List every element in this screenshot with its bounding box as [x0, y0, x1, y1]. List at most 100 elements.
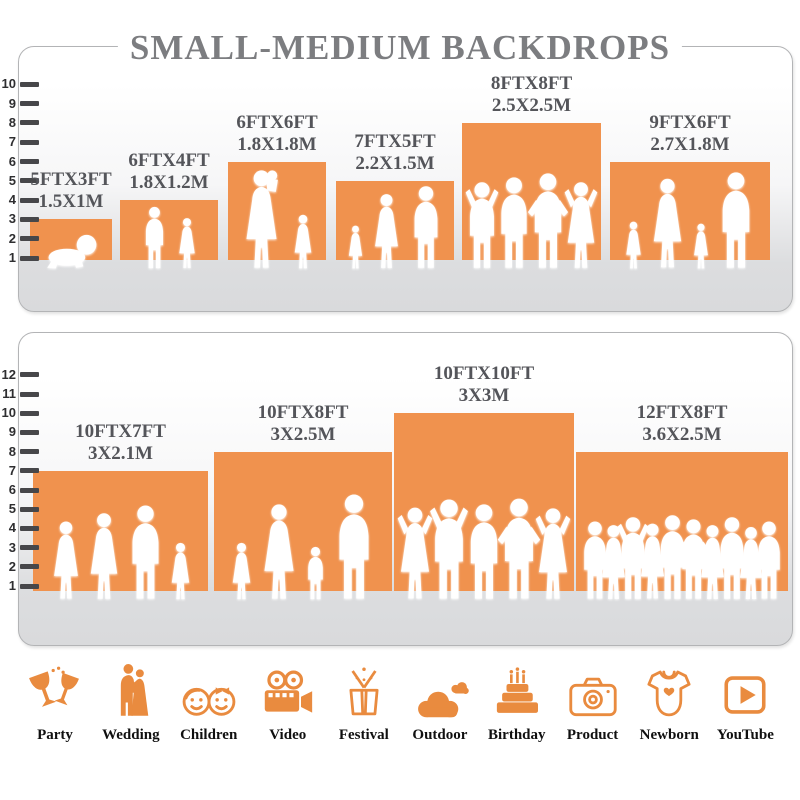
person-silhouette	[145, 206, 163, 269]
size-ft-text: 10FTX10FT	[433, 363, 535, 385]
category-label: Outdoor	[412, 727, 468, 743]
person-silhouette	[527, 173, 569, 268]
backdrop-size-label: 10FTX10FT 3X3M	[434, 363, 534, 407]
category-label: Children	[180, 727, 238, 743]
size-m-text: 3X2.1M	[88, 442, 153, 464]
people-group	[214, 493, 392, 600]
person-silhouette	[694, 223, 708, 269]
size-ft-text: 10FTX8FT	[257, 401, 349, 423]
people-group	[30, 231, 112, 269]
ruler-tick-number: 9	[8, 424, 16, 440]
ruler-tick-number: 7	[8, 462, 16, 478]
ruler-tick-mark	[20, 564, 39, 570]
person-silhouette	[564, 182, 598, 268]
person-silhouette	[626, 221, 641, 269]
children-icon	[178, 664, 240, 720]
person-silhouette	[178, 218, 195, 268]
size-ft-text: 9FTX6FT	[649, 111, 731, 133]
ruler-tick-mark	[20, 255, 39, 261]
ruler-tick-mark	[20, 429, 39, 435]
people-group	[610, 171, 770, 269]
category-item: Birthday	[488, 664, 546, 744]
youtube-icon	[718, 664, 772, 720]
backdrop-bar	[33, 470, 208, 600]
ruler-tick-number: 7	[8, 134, 16, 150]
backdrop-size-label: 5FTX3FT 1.5X1M	[30, 169, 111, 213]
category-item: Children	[178, 664, 240, 744]
person-silhouette	[676, 519, 711, 599]
person-silhouette	[720, 517, 744, 599]
person-silhouette	[46, 234, 96, 269]
size-m-text: 2.7X1.8M	[650, 133, 730, 155]
category-label: Product	[566, 727, 619, 743]
ruler-tick-number: 1	[8, 578, 16, 593]
people-group	[576, 514, 788, 600]
category-row: Party Wedding Children Video Festival Outdoor…	[26, 664, 774, 744]
person-silhouette	[375, 194, 398, 268]
size-m-text: 1.8X1.2M	[129, 172, 209, 194]
person-silhouette	[90, 513, 117, 599]
backdrop-size-label: 6FTX6FT 1.8X1.8M	[236, 112, 317, 156]
birthday-icon	[489, 664, 545, 720]
person-silhouette	[470, 504, 498, 599]
category-item: Festival	[336, 664, 392, 744]
ruler-tick-number: 2	[8, 558, 16, 574]
person-silhouette	[348, 225, 363, 269]
ruler-tick-mark	[20, 236, 39, 242]
people-group	[120, 206, 218, 269]
backdrop-size-label: 7FTX5FT 2.2X1.5M	[354, 131, 435, 175]
size-m-text: 2.2X1.5M	[355, 152, 435, 174]
backdrop-bar	[120, 200, 218, 269]
size-m-text: 3X2.5M	[270, 423, 336, 445]
size-ft-text: 6FTX6FT	[236, 111, 318, 133]
ruler-tick-mark	[20, 583, 39, 589]
category-item: Wedding	[102, 664, 160, 744]
category-item: Party	[26, 664, 84, 744]
video-icon	[258, 664, 318, 720]
backdrop-size-label: 8FTX8FT 2.5X2.5M	[491, 73, 572, 117]
ruler-tick-number: 4	[8, 520, 16, 536]
backdrop-bar	[336, 180, 454, 269]
ruler-tick-number: 8	[8, 443, 16, 459]
ruler-tick-mark	[20, 468, 39, 474]
ruler-tick-mark	[20, 545, 39, 551]
size-m-text: 3X3M	[458, 385, 510, 407]
ruler-tick-number: 12	[1, 366, 16, 382]
outdoor-icon	[410, 664, 470, 720]
ruler-tick-mark	[20, 506, 39, 512]
size-m-text: 1.8X1.8M	[237, 133, 317, 155]
size-ft-text: 6FTX4FT	[128, 150, 210, 172]
size-ft-text: 5FTX3FT	[30, 169, 112, 191]
ruler-tick-mark	[20, 410, 39, 416]
ruler-tick-number: 3	[8, 539, 16, 555]
ruler-tick-mark	[20, 525, 39, 531]
size-ft-text: 10FTX7FT	[75, 420, 166, 442]
ruler-tick-mark	[20, 101, 39, 107]
ruler-tick-mark	[20, 372, 39, 378]
size-m-text: 3.6X2.5M	[642, 423, 722, 445]
category-label: Festival	[338, 727, 389, 743]
backdrop-bar	[462, 122, 601, 268]
ruler-tick-number: 6	[8, 482, 16, 497]
person-silhouette	[701, 525, 724, 599]
ruler-tick-mark	[20, 178, 39, 184]
ruler-tick-mark	[20, 197, 39, 203]
ruler-tick-number: 1	[8, 250, 16, 265]
backdrop-bar	[610, 161, 770, 269]
ruler-tick-number: 3	[8, 211, 16, 227]
category-item: YouTube	[717, 664, 774, 744]
backdrop-bar	[214, 451, 392, 600]
person-silhouette	[414, 186, 438, 268]
person-silhouette	[339, 494, 369, 599]
person-silhouette	[758, 521, 780, 599]
size-ft-text: 7FTX5FT	[354, 130, 436, 152]
person-silhouette	[653, 178, 682, 268]
category-label: Newborn	[639, 727, 699, 743]
ruler-tick-number: 10	[1, 405, 16, 421]
backdrop-size-label: 6FTX4FT 1.8X1.2M	[128, 150, 209, 194]
backdrop-size-label: 10FTX7FT 3X2.1M	[75, 421, 166, 465]
category-label: Party	[37, 727, 73, 743]
ruler-tick-mark	[20, 120, 39, 126]
person-silhouette	[430, 499, 468, 599]
